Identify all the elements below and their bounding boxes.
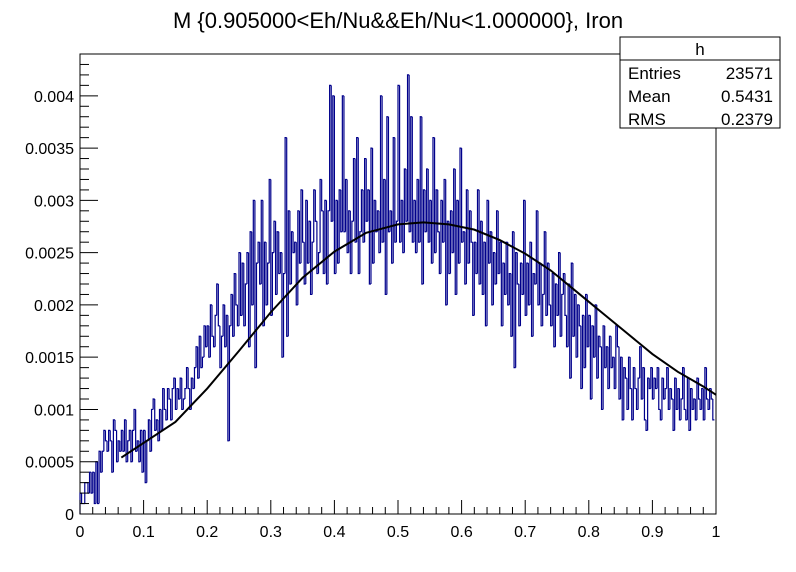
y-tick-label: 0.001: [34, 402, 74, 419]
y-tick-label: 0.003: [34, 193, 74, 210]
x-tick-label: 0.8: [578, 524, 600, 541]
stats-box-frame: [619, 36, 781, 129]
stats-rms-label: RMS: [628, 110, 666, 129]
y-tick-label: 0.0005: [25, 455, 74, 472]
chart-title: M {0.905000<Eh/Nu&&Eh/Nu<1.000000}, Iron: [173, 8, 623, 33]
x-tick-label: 0.9: [641, 524, 663, 541]
x-tick-label: 0.6: [450, 524, 472, 541]
y-tick-label: 0: [65, 507, 74, 524]
x-tick-label: 0.2: [196, 524, 218, 541]
axes: 0 0.1 0.2 0.3 0.4 0.5 0.6 0.7 0.8 0.9 1 0 0.0005 0.00…: [25, 53, 721, 541]
x-tick-label: 0.7: [514, 524, 536, 541]
fit-line: [120, 221, 717, 459]
x-tick-label: 0.1: [132, 524, 154, 541]
y-tick-label: 0.0015: [25, 350, 74, 367]
x-tick-label: 0.3: [260, 524, 282, 541]
stats-box-title: h: [695, 40, 704, 59]
stats-entries-label: Entries: [628, 64, 681, 83]
stats-entries-value: 23571: [726, 64, 773, 83]
fit-curve: [120, 221, 717, 459]
y-tick-label: 0.0035: [25, 141, 74, 158]
y-tick-label: 0.0025: [25, 246, 74, 263]
stats-mean-value: 0.5431: [721, 87, 773, 106]
x-tick-label: 1: [712, 524, 721, 541]
x-tick-label: 0: [76, 524, 85, 541]
histogram-series: [79, 74, 715, 514]
stats-rms-value: 0.2379: [721, 110, 773, 129]
y-tick-label: 0.004: [34, 89, 74, 106]
x-tick-label: 0.5: [387, 524, 409, 541]
stats-box: h Entries 23571 Mean 0.5431 RMS 0.2379: [619, 36, 781, 129]
histogram-bin: [712, 399, 715, 421]
y-tick-label: 0.002: [34, 298, 74, 315]
stats-mean-label: Mean: [628, 87, 671, 106]
x-tick-label: 0.4: [323, 524, 345, 541]
